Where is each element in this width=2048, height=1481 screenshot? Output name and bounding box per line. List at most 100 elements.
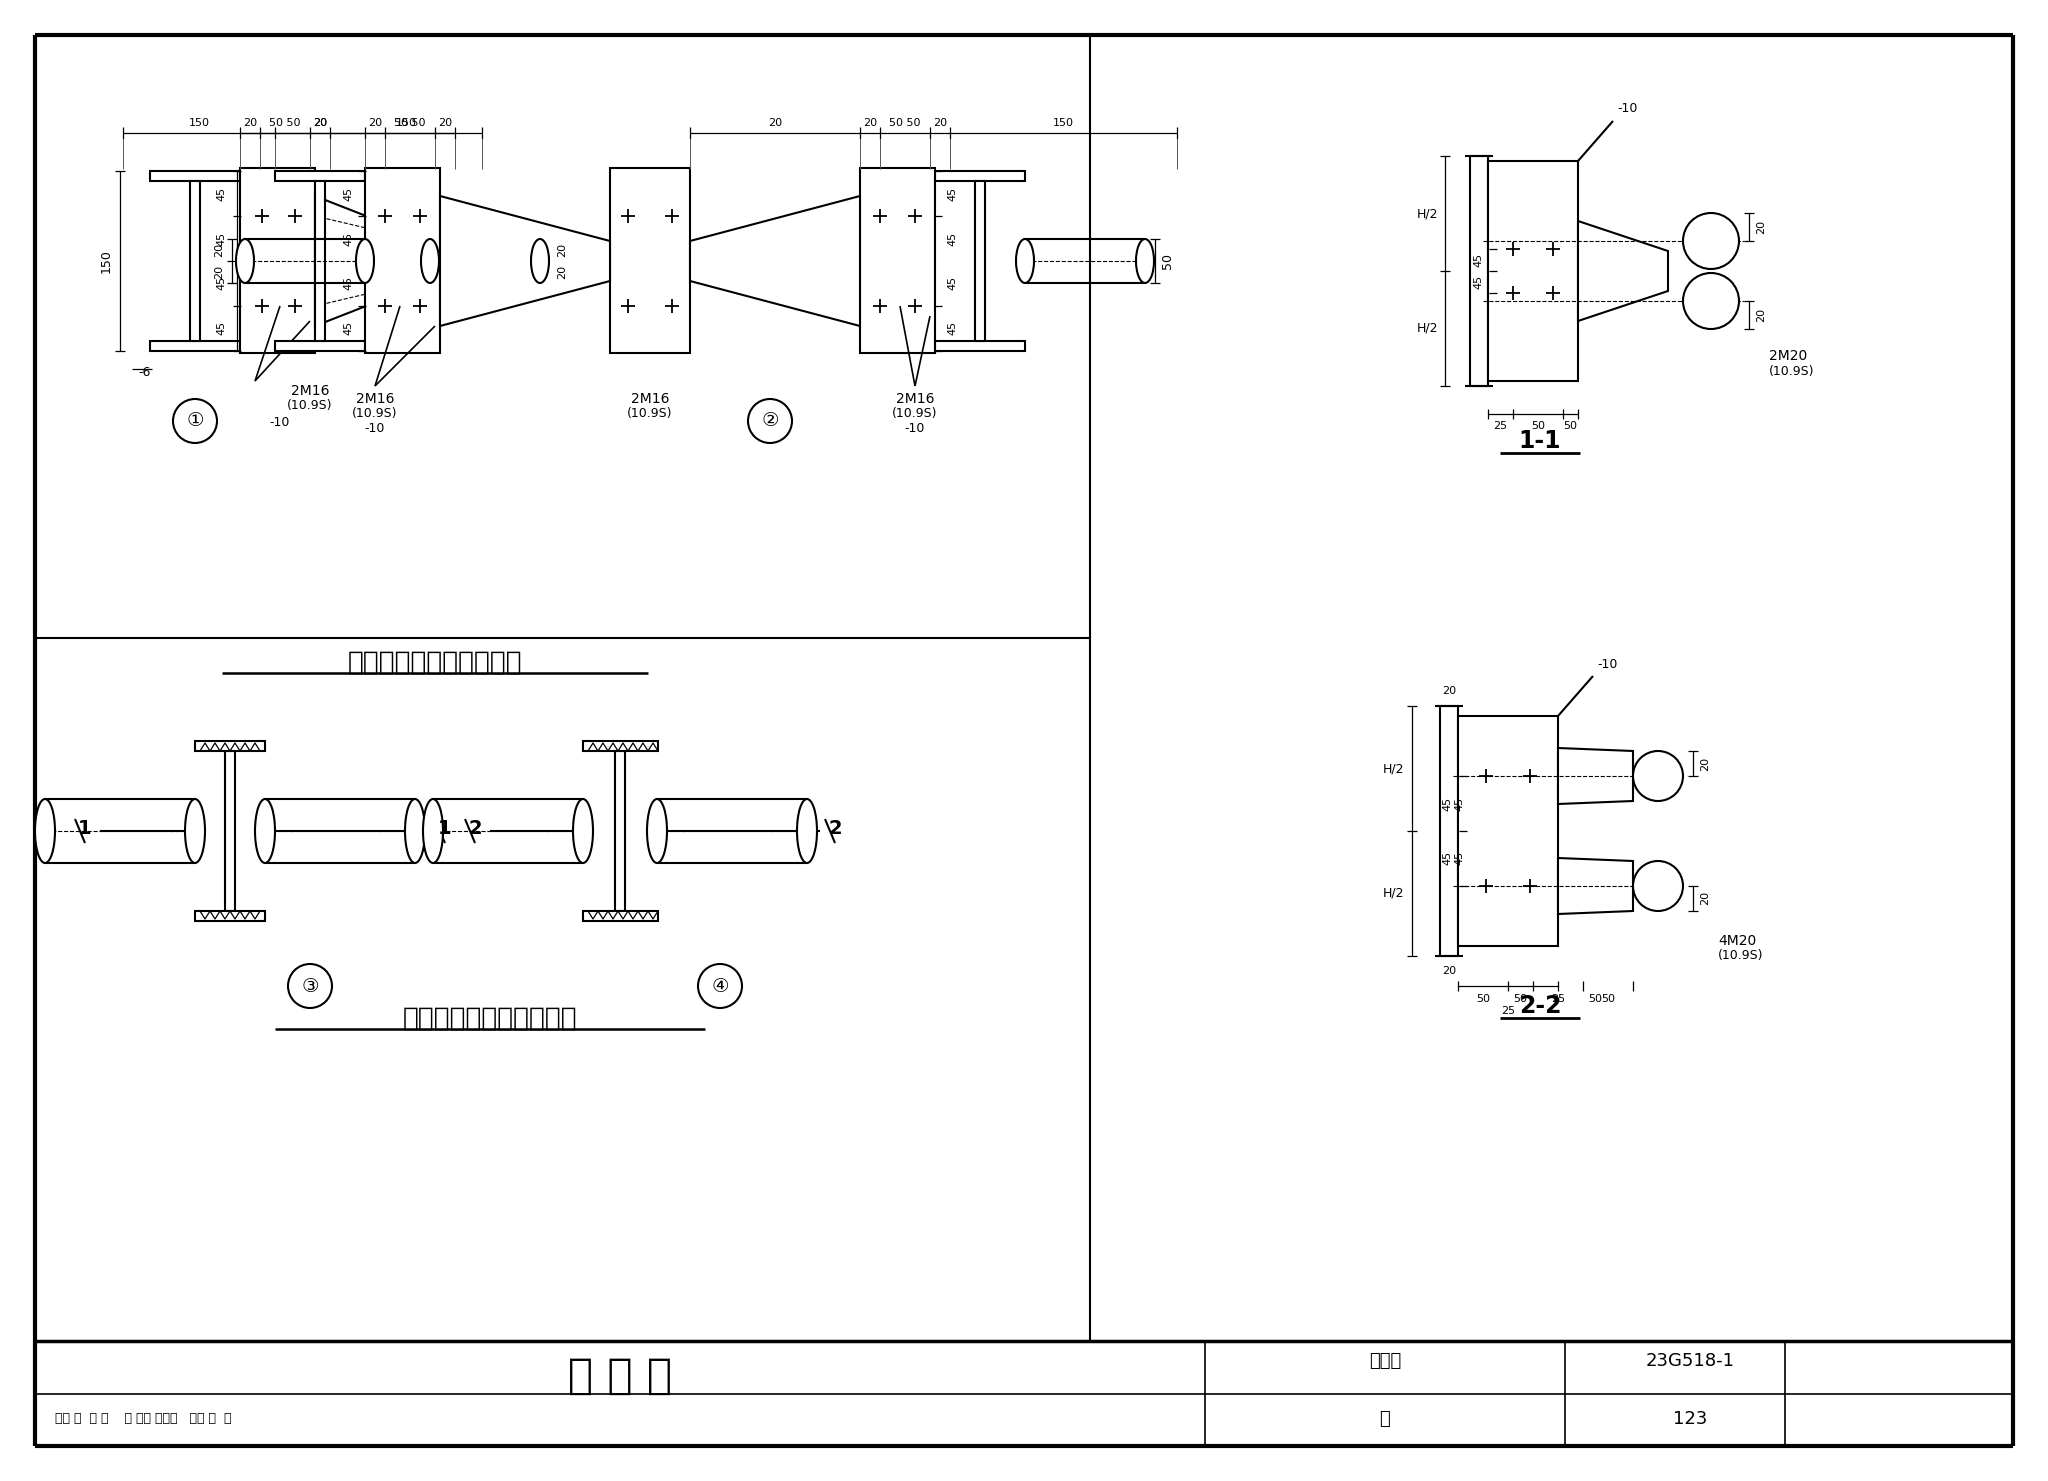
Text: 150: 150: [100, 249, 113, 273]
Bar: [240, 167, 315, 352]
Text: 20: 20: [1755, 221, 1765, 234]
Text: 45: 45: [215, 187, 225, 201]
Text: 50: 50: [1161, 253, 1174, 270]
Text: 1: 1: [438, 819, 453, 837]
Text: -10: -10: [365, 422, 385, 435]
Text: 4M20: 4M20: [1718, 935, 1757, 948]
Text: 45: 45: [342, 275, 352, 290]
Text: 150: 150: [188, 118, 209, 127]
Text: 50: 50: [1587, 994, 1602, 1004]
Bar: [190, 181, 201, 341]
Bar: [610, 167, 690, 352]
Polygon shape: [1559, 857, 1632, 914]
Circle shape: [1632, 751, 1683, 801]
Circle shape: [748, 398, 793, 443]
Text: 20: 20: [438, 118, 453, 127]
Text: 20: 20: [244, 118, 258, 127]
Text: 150: 150: [395, 118, 416, 127]
Text: 45: 45: [1473, 253, 1483, 267]
Text: 2: 2: [469, 819, 481, 837]
Circle shape: [172, 398, 217, 443]
Text: 20: 20: [213, 243, 223, 258]
Text: 45: 45: [215, 275, 225, 290]
Text: 45: 45: [215, 321, 225, 335]
Polygon shape: [440, 195, 610, 326]
Text: 20: 20: [557, 243, 567, 258]
Text: 20: 20: [768, 118, 782, 127]
Text: 50 50: 50 50: [268, 118, 301, 127]
Text: 23G518-1: 23G518-1: [1645, 1352, 1735, 1370]
Bar: [1458, 715, 1559, 946]
Text: 50: 50: [1532, 421, 1544, 431]
Ellipse shape: [356, 238, 375, 283]
Text: 20: 20: [313, 118, 328, 127]
Text: -10: -10: [1618, 102, 1638, 116]
Circle shape: [698, 964, 741, 1009]
Text: 50: 50: [1513, 994, 1528, 1004]
Bar: [195, 911, 264, 921]
Text: H/2: H/2: [1417, 321, 1438, 335]
Bar: [225, 751, 236, 911]
Text: (10.9S): (10.9S): [627, 407, 672, 421]
Text: 刚性系杆与钢柱连接节点: 刚性系杆与钢柱连接节点: [348, 650, 522, 675]
Text: 150: 150: [1053, 118, 1073, 127]
Text: 123: 123: [1673, 1410, 1708, 1428]
Text: H/2: H/2: [1382, 887, 1405, 899]
Text: 20: 20: [1442, 966, 1456, 976]
Text: 25: 25: [1493, 421, 1507, 431]
Text: 20: 20: [213, 265, 223, 278]
Text: 25: 25: [1501, 1006, 1516, 1016]
Text: 50 50: 50 50: [889, 118, 922, 127]
Text: -6: -6: [139, 366, 152, 379]
Text: H/2: H/2: [1382, 763, 1405, 776]
Text: -10: -10: [1597, 658, 1618, 671]
Text: 1: 1: [78, 819, 92, 837]
Text: 2M16: 2M16: [631, 392, 670, 406]
Circle shape: [1683, 273, 1739, 329]
Text: -10: -10: [905, 422, 926, 435]
Text: 页: 页: [1380, 1410, 1391, 1428]
Text: 45: 45: [946, 187, 956, 201]
Text: (10.9S): (10.9S): [352, 407, 397, 421]
Text: 25: 25: [1550, 994, 1565, 1004]
Bar: [150, 170, 240, 181]
Text: 45: 45: [1473, 275, 1483, 289]
Polygon shape: [1579, 221, 1667, 321]
Text: (10.9S): (10.9S): [287, 400, 332, 413]
Polygon shape: [690, 195, 860, 326]
Text: 20: 20: [557, 265, 567, 278]
Ellipse shape: [406, 800, 426, 863]
Text: 20: 20: [1755, 308, 1765, 321]
Bar: [584, 740, 657, 751]
Text: 1-1: 1-1: [1520, 429, 1561, 453]
Ellipse shape: [424, 800, 442, 863]
Text: -10: -10: [270, 416, 291, 429]
Ellipse shape: [797, 800, 817, 863]
Bar: [274, 170, 365, 181]
Text: 45: 45: [1454, 797, 1464, 812]
Circle shape: [1632, 860, 1683, 911]
Text: 2M16: 2M16: [895, 392, 934, 406]
Ellipse shape: [1016, 238, 1034, 283]
Bar: [274, 341, 365, 351]
Text: 20: 20: [369, 118, 383, 127]
Bar: [584, 911, 657, 921]
Text: (10.9S): (10.9S): [893, 407, 938, 421]
Text: (10.9S): (10.9S): [1769, 364, 1815, 378]
Text: 审核 刘  威 订    威 校对 田永胜   设计 彭  浩: 审核 刘 威 订 威 校对 田永胜 设计 彭 浩: [55, 1413, 231, 1426]
Text: 20: 20: [862, 118, 877, 127]
Bar: [1470, 156, 1489, 387]
Bar: [365, 167, 440, 352]
Text: 50: 50: [1477, 994, 1491, 1004]
Circle shape: [1683, 213, 1739, 270]
Ellipse shape: [1137, 238, 1153, 283]
Text: 45: 45: [1442, 797, 1452, 812]
Text: 2M16: 2M16: [356, 392, 395, 406]
Text: 45: 45: [1454, 852, 1464, 865]
Ellipse shape: [573, 800, 594, 863]
Text: 20: 20: [313, 118, 328, 127]
Text: 2-2: 2-2: [1520, 994, 1561, 1017]
Bar: [936, 341, 1024, 351]
Text: 20: 20: [934, 118, 946, 127]
Text: 45: 45: [342, 233, 352, 246]
